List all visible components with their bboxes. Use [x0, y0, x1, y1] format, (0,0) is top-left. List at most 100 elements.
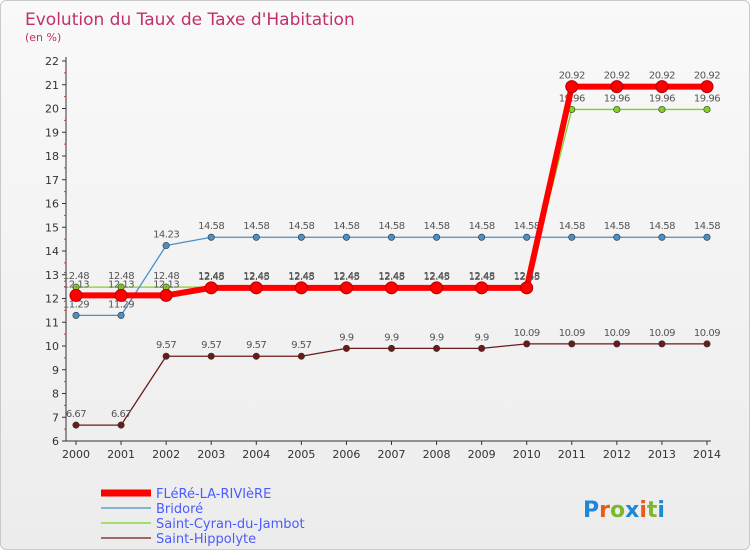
data-point: [72, 421, 80, 429]
legend-label: FLéRé-LA-RIVIèRE: [156, 487, 271, 502]
data-label: 12.45: [469, 272, 495, 283]
data-label: 14.23: [153, 230, 179, 241]
data-label: 12.45: [514, 272, 540, 283]
data-point: [703, 105, 711, 113]
data-point: [72, 311, 80, 319]
data-label: 12.45: [198, 272, 224, 283]
x-tick-label: 2013: [648, 448, 676, 461]
data-label: 12.45: [288, 272, 314, 283]
plot-area: 6.67 6.67 9.57 9.57 9.57 9.57 9.9 9.9 9.9 9.9 10.0…: [63, 71, 721, 429]
data-label: 9.9: [429, 332, 444, 343]
x-tick-label: 2010: [513, 448, 541, 461]
x-tick-label: 2001: [107, 448, 135, 461]
data-point: [520, 281, 534, 295]
data-label: 19.96: [649, 93, 675, 104]
x-tick-label: 2009: [468, 448, 496, 461]
data-point: [523, 340, 531, 348]
data-label: 9.57: [156, 340, 176, 351]
data-point: [478, 344, 486, 352]
data-label: 12.13: [63, 279, 89, 290]
data-point: [249, 281, 263, 295]
series-line: [76, 343, 707, 426]
data-label: 6.67: [111, 409, 131, 420]
data-label: 12.45: [243, 272, 269, 283]
axes: 6 7 8 9 10 11 12 13 14 15 16 17 18 19 20 21 22 2000 2001 20…: [45, 55, 721, 461]
data-point: [700, 80, 714, 94]
data-point: [658, 105, 666, 113]
data-label: 12.45: [424, 272, 450, 283]
proxiti-logo: Proxiti: [583, 498, 665, 523]
data-label: 14.58: [649, 221, 675, 232]
y-tick-label: 22: [45, 55, 59, 68]
y-tick-label: 11: [45, 316, 59, 329]
data-label: 12.48: [378, 271, 404, 282]
data-point: [430, 281, 444, 295]
legend-label: Bridoré: [156, 502, 203, 517]
data-label: 11.29: [63, 299, 89, 310]
series-line: [76, 108, 707, 288]
chart-subtitle: (en %): [25, 31, 61, 44]
data-point: [162, 242, 170, 250]
data-label: 12.48: [333, 271, 359, 282]
data-point: [655, 80, 669, 94]
logo-text: Proxiti: [583, 498, 665, 523]
y-tick-label: 13: [45, 269, 59, 282]
y-tick-label: 14: [45, 245, 59, 258]
data-point: [565, 80, 579, 94]
y-tick-label: 9: [52, 364, 59, 377]
data-label: 12.48: [153, 271, 179, 282]
data-label: 20.92: [559, 71, 585, 82]
series-line: [76, 83, 707, 299]
data-label: 14.58: [288, 221, 314, 232]
data-label: 14.58: [198, 221, 224, 232]
data-label: 14.58: [604, 221, 630, 232]
x-tick-label: 2000: [62, 448, 90, 461]
x-tick-label: 2002: [152, 448, 180, 461]
y-tick-label: 15: [45, 221, 59, 234]
data-point: [385, 281, 398, 295]
y-tick-label: 21: [45, 79, 59, 92]
data-label: 10.09: [694, 328, 720, 339]
data-label: 9.9: [339, 332, 354, 343]
data-label: 11.29: [108, 299, 134, 310]
data-label: 9.57: [291, 340, 311, 351]
data-point: [613, 233, 621, 241]
x-tick-label: 2005: [287, 448, 315, 461]
data-point: [117, 311, 125, 319]
data-point: [478, 233, 486, 241]
data-label: 10.09: [649, 328, 675, 339]
series-group: 12.48 12.48 12.48 12.48 12.48 12.48 12.48 12.48…: [63, 93, 721, 291]
data-point: [387, 233, 395, 241]
x-tick-label: 2003: [197, 448, 225, 461]
data-label: 9.57: [201, 340, 221, 351]
data-point: [613, 105, 621, 113]
data-point: [297, 233, 305, 241]
x-tick-label: 2014: [693, 448, 721, 461]
data-label: 14.58: [333, 221, 359, 232]
x-tick-label: 2012: [603, 448, 631, 461]
chart-title: Evolution du Taux de Taxe d'Habitation: [25, 10, 355, 30]
y-tick-label: 12: [45, 293, 59, 306]
data-label: 10.09: [604, 328, 630, 339]
data-point: [658, 233, 666, 241]
data-point: [568, 233, 576, 241]
data-point: [69, 288, 83, 302]
y-tick-label: 7: [52, 411, 59, 424]
data-point: [252, 352, 260, 360]
data-point: [339, 281, 353, 295]
data-point: [703, 233, 711, 241]
legend-label: Saint-Hippolyte: [156, 532, 256, 547]
data-label: 6.67: [66, 409, 86, 420]
y-tick-label: 6: [52, 435, 59, 448]
data-label: 14.58: [514, 221, 540, 232]
data-point: [523, 233, 531, 241]
data-label: 12.48: [469, 271, 495, 282]
x-tick-label: 2007: [378, 448, 406, 461]
data-point: [703, 340, 711, 348]
data-point: [475, 281, 489, 295]
data-label: 12.48: [63, 271, 89, 282]
data-label: 10.09: [514, 328, 540, 339]
data-label: 14.58: [694, 221, 720, 232]
data-point: [342, 344, 350, 352]
data-point: [658, 340, 666, 348]
